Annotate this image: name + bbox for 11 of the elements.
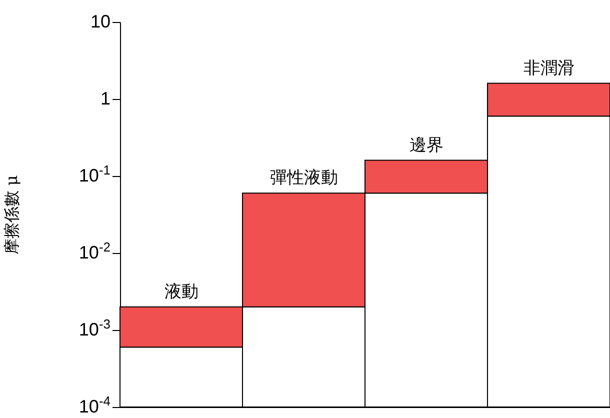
x-tick-label: 非潤滑	[523, 58, 574, 78]
y-tick-label: 10$^{-1}$	[78, 162, 110, 186]
x-tick-label: 彈性液動	[270, 168, 338, 188]
y-tick-label: 10$^{-4}$	[78, 393, 110, 416]
y-tick-label: 10$^{-2}$	[78, 239, 110, 262]
x-tick-label: 邊界	[409, 135, 444, 156]
x-tick-label: 液動	[164, 282, 198, 302]
y-tick-label: 10$^{-3}$	[78, 316, 110, 340]
y-tick-label: 1	[100, 88, 110, 108]
y-tick-label: 10	[90, 12, 110, 32]
y-axis-title: 摩擦係數 μ	[2, 175, 21, 255]
